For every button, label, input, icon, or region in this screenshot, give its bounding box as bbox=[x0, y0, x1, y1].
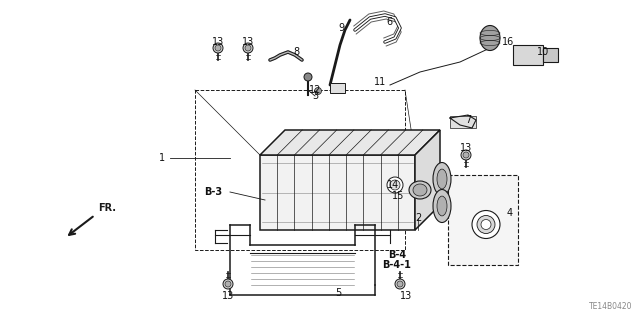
Circle shape bbox=[387, 177, 403, 193]
Circle shape bbox=[390, 180, 400, 190]
Text: 5: 5 bbox=[335, 288, 341, 298]
Bar bbox=[260, 155, 415, 230]
Text: 6: 6 bbox=[386, 17, 392, 27]
Ellipse shape bbox=[437, 196, 447, 216]
Circle shape bbox=[245, 45, 251, 51]
Text: TE14B0420: TE14B0420 bbox=[589, 302, 632, 311]
Text: 4: 4 bbox=[507, 208, 513, 218]
Text: B-4-1: B-4-1 bbox=[383, 260, 412, 270]
Text: 9: 9 bbox=[338, 23, 344, 33]
Circle shape bbox=[314, 87, 321, 94]
Text: 2: 2 bbox=[415, 213, 421, 223]
Text: 11: 11 bbox=[374, 77, 386, 87]
Bar bbox=[330, 83, 345, 93]
Ellipse shape bbox=[472, 211, 500, 239]
Ellipse shape bbox=[433, 189, 451, 222]
Text: 13: 13 bbox=[242, 37, 254, 47]
Circle shape bbox=[463, 152, 469, 158]
Bar bbox=[513, 45, 543, 65]
Text: 1: 1 bbox=[159, 153, 165, 163]
Ellipse shape bbox=[433, 162, 451, 196]
Ellipse shape bbox=[480, 26, 500, 50]
Ellipse shape bbox=[481, 219, 491, 229]
Text: 15: 15 bbox=[392, 191, 404, 201]
Text: 16: 16 bbox=[502, 37, 514, 47]
Ellipse shape bbox=[437, 169, 447, 189]
Circle shape bbox=[225, 281, 231, 287]
Text: 13: 13 bbox=[400, 291, 412, 301]
Circle shape bbox=[304, 73, 312, 81]
Text: 12: 12 bbox=[309, 85, 321, 95]
Text: 10: 10 bbox=[537, 47, 549, 57]
Text: B-3: B-3 bbox=[204, 187, 222, 197]
Circle shape bbox=[461, 150, 471, 160]
Bar bbox=[450, 116, 476, 128]
Text: 3: 3 bbox=[312, 91, 318, 101]
Bar bbox=[195, 90, 405, 250]
Text: 13: 13 bbox=[222, 291, 234, 301]
Ellipse shape bbox=[477, 216, 495, 234]
Text: 8: 8 bbox=[293, 47, 299, 57]
Ellipse shape bbox=[409, 181, 431, 199]
Bar bbox=[448, 175, 518, 265]
Polygon shape bbox=[260, 130, 440, 155]
Circle shape bbox=[215, 45, 221, 51]
Circle shape bbox=[397, 281, 403, 287]
Text: 13: 13 bbox=[212, 37, 224, 47]
Text: 13: 13 bbox=[460, 143, 472, 153]
Circle shape bbox=[243, 43, 253, 53]
Text: B-4: B-4 bbox=[388, 250, 406, 260]
Text: FR.: FR. bbox=[98, 203, 116, 213]
Circle shape bbox=[223, 279, 233, 289]
Text: 14: 14 bbox=[387, 180, 399, 190]
Polygon shape bbox=[415, 130, 440, 230]
Text: 7: 7 bbox=[465, 115, 471, 125]
Circle shape bbox=[395, 279, 405, 289]
Circle shape bbox=[213, 43, 223, 53]
Bar bbox=[543, 48, 558, 62]
Ellipse shape bbox=[413, 184, 427, 196]
